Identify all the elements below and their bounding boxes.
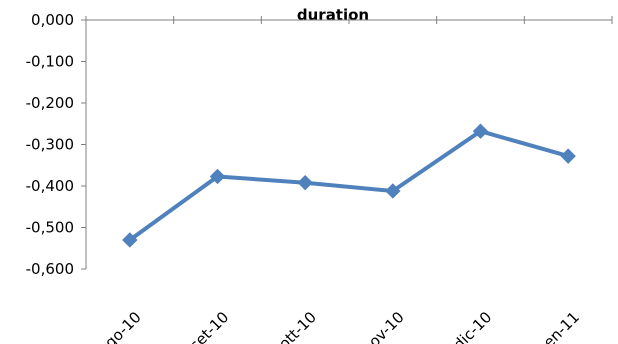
x-tick-label: gen-11 xyxy=(533,308,583,344)
x-tick-labels: ago-10 set-10 ott-10 nov-10 dic-10 gen-11 xyxy=(95,308,583,344)
x-tick-label: dic-10 xyxy=(450,308,496,344)
y-tick-label: 0,000 xyxy=(31,11,74,29)
series-line xyxy=(127,129,571,242)
data-point-marker xyxy=(560,148,576,164)
data-point-marker xyxy=(297,174,313,191)
series-layer xyxy=(122,123,576,248)
x-tick-label: ott-10 xyxy=(275,308,320,344)
x-tick-label: set-10 xyxy=(186,308,232,344)
y-tick-label: -0,300 xyxy=(26,136,74,154)
y-tick-label: -0,600 xyxy=(26,260,74,278)
y-tick-label: -0,500 xyxy=(26,219,74,237)
y-tick-label: -0,200 xyxy=(26,94,74,112)
y-tick-labels: 0,000 -0,100 -0,200 -0,300 -0,400 -0,500 -0,60… xyxy=(26,11,86,278)
x-tick-label: nov-10 xyxy=(358,308,407,344)
data-point-marker xyxy=(122,232,138,248)
y-tick-label: -0,100 xyxy=(26,53,74,71)
data-point-marker xyxy=(472,123,489,139)
axes xyxy=(85,16,613,269)
data-point-marker xyxy=(209,168,226,185)
chart-title: duration xyxy=(297,6,369,24)
data-point-marker xyxy=(385,183,401,199)
y-tick-label: -0,400 xyxy=(26,177,74,195)
x-tick-label: ago-10 xyxy=(95,308,145,344)
